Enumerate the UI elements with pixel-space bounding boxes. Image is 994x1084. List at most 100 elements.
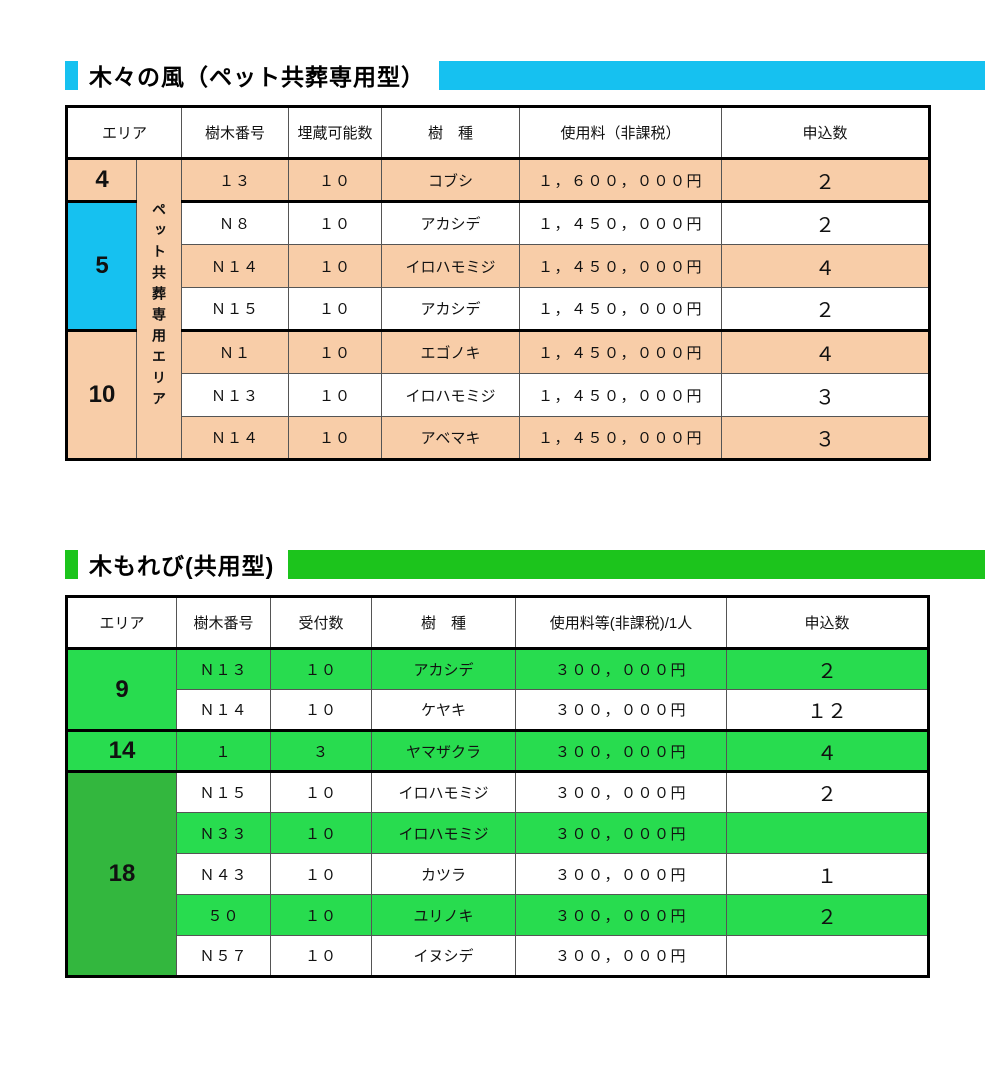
- header-area: エリア: [66, 106, 182, 160]
- cell-applications: ３: [721, 416, 930, 460]
- shared-type-table: エリア 樹木番号 受付数 樹 種 使用料等(非課税)/1人 申込数 9 Ｎ１３ …: [65, 595, 930, 978]
- cell-reception: １０: [270, 770, 372, 813]
- cell-tree-number: １３: [181, 158, 289, 202]
- cell-tree-number: Ｎ４３: [176, 853, 271, 895]
- header-tree-number: 樹木番号: [181, 106, 289, 160]
- cell-applications: ４: [721, 244, 930, 288]
- cell-capacity: １０: [288, 158, 382, 202]
- cell-area: 10: [66, 329, 137, 460]
- cell-reception: ３: [270, 729, 372, 772]
- cell-tree-number: Ｎ１５: [181, 287, 289, 331]
- header-area: エリア: [66, 596, 177, 650]
- cell-fee: １，６００，０００円: [519, 158, 722, 202]
- table-row: Ｎ５７ １０ イヌシデ ３００，０００円: [67, 935, 929, 977]
- cell-fee: １，４５０，０００円: [519, 200, 722, 245]
- table-row: Ｎ１４ １０ イロハモミジ １，４５０，０００円 ４: [67, 244, 930, 288]
- table-row: 4 ペット共葬専用エリア １３ １０ コブシ １，６００，０００円 ２: [66, 158, 930, 460]
- cell-capacity: １０: [288, 287, 382, 331]
- cell-species: イロハモミジ: [371, 770, 516, 813]
- cell-species: アカシデ: [371, 648, 516, 690]
- cell-tree-number: Ｎ３３: [176, 812, 271, 854]
- cell-area: 4: [66, 158, 137, 202]
- cell-species: イヌシデ: [371, 935, 516, 977]
- cell-applications: ２: [721, 158, 930, 202]
- table-row: ５０ １０ ユリノキ ３００，０００円 ２: [67, 894, 929, 936]
- cell-species: アベマキ: [381, 416, 520, 460]
- cell-fee: １，４５０，０００円: [519, 373, 722, 417]
- cyan-accent-bar: [439, 60, 985, 90]
- cell-area: 9: [66, 648, 177, 731]
- cell-tree-number: １: [176, 729, 271, 772]
- table-row: Ｎ３３ １０ イロハモミジ ３００，０００円: [67, 812, 929, 854]
- cell-tree-number: Ｎ１４: [181, 244, 289, 288]
- cell-tree-number: Ｎ１３: [181, 373, 289, 417]
- section1-title-row: 木々の風（ペット共葬専用型）: [65, 60, 985, 90]
- cell-species: エゴノキ: [381, 329, 520, 374]
- table-row: Ｎ１４ １０ ケヤキ ３００，０００円 １２: [67, 689, 929, 731]
- section2-title: 木もれび(共用型): [89, 553, 275, 579]
- cell-fee: ３００，０００円: [515, 894, 727, 936]
- cell-fee: ３００，０００円: [515, 935, 727, 977]
- cell-tree-number: Ｎ１４: [181, 416, 289, 460]
- cell-fee: ３００，０００円: [515, 853, 727, 895]
- cell-fee: ３００，０００円: [515, 729, 727, 772]
- cell-applications: ２: [726, 648, 929, 690]
- cell-reception: １０: [270, 853, 372, 895]
- cell-applications: ４: [726, 729, 929, 772]
- header-species: 樹 種: [381, 106, 520, 160]
- header-species: 樹 種: [371, 596, 516, 650]
- cell-species: イロハモミジ: [381, 373, 520, 417]
- cell-area: 5: [66, 200, 137, 331]
- cell-tree-number: Ｎ１４: [176, 689, 271, 731]
- section2-title-row: 木もれび(共用型): [65, 549, 985, 579]
- cell-species: アカシデ: [381, 200, 520, 245]
- green-accent-square: [65, 549, 78, 579]
- cell-fee: １，４５０，０００円: [519, 244, 722, 288]
- cell-tree-number: ５０: [176, 894, 271, 936]
- cell-capacity: １０: [288, 200, 382, 245]
- cell-applications: ２: [726, 770, 929, 813]
- pet-burial-table: エリア 樹木番号 埋蔵可能数 樹 種 使用料（非課税） 申込数 4 ペット共葬専…: [65, 105, 931, 461]
- cell-reception: １０: [270, 689, 372, 731]
- cell-applications: ２: [721, 200, 930, 245]
- cell-capacity: １０: [288, 416, 382, 460]
- cell-fee: ３００，０００円: [515, 770, 727, 813]
- header-applications: 申込数: [726, 596, 929, 650]
- table-row: 18 Ｎ１５ １０ イロハモミジ ３００，０００円 ２: [66, 770, 929, 977]
- cell-applications: [726, 812, 929, 854]
- cell-applications: １２: [726, 689, 929, 731]
- cell-fee: ３００，０００円: [515, 689, 727, 731]
- cell-species: イロハモミジ: [381, 244, 520, 288]
- cell-area: 18: [66, 770, 177, 977]
- header-tree-number: 樹木番号: [176, 596, 271, 650]
- cell-applications: ２: [721, 287, 930, 331]
- table-row: Ｎ１５ １０ アカシデ １，４５０，０００円 ２: [67, 287, 930, 331]
- cell-applications: １: [726, 853, 929, 895]
- table-row: 10 Ｎ１ １０ エゴノキ １，４５０，０００円 ４: [66, 329, 930, 460]
- cell-capacity: １０: [288, 373, 382, 417]
- cell-reception: １０: [270, 935, 372, 977]
- cell-species: カツラ: [371, 853, 516, 895]
- cell-species: ヤマザクラ: [371, 729, 516, 772]
- table-row: Ｎ１３ １０ イロハモミジ １，４５０，０００円 ３: [67, 373, 930, 417]
- table-row: 14 １ ３ ヤマザクラ ３００，０００円 ４: [66, 729, 929, 772]
- cell-species: ケヤキ: [371, 689, 516, 731]
- cell-tree-number: Ｎ８: [181, 200, 289, 245]
- cell-capacity: １０: [288, 244, 382, 288]
- cell-species: イロハモミジ: [371, 812, 516, 854]
- cell-reception: １０: [270, 648, 372, 690]
- cell-fee: １，４５０，０００円: [519, 329, 722, 374]
- header-burial-capacity: 埋蔵可能数: [288, 106, 382, 160]
- header-reception-count: 受付数: [270, 596, 372, 650]
- cell-tree-number: Ｎ５７: [176, 935, 271, 977]
- pet-area-vertical-label-cell: ペット共葬専用エリア: [136, 158, 182, 460]
- cell-tree-number: Ｎ１５: [176, 770, 271, 813]
- cell-applications: ３: [721, 373, 930, 417]
- green-accent-bar: [288, 549, 985, 579]
- header-applications: 申込数: [721, 106, 930, 160]
- cell-fee: ３００，０００円: [515, 812, 727, 854]
- cell-tree-number: Ｎ１: [181, 329, 289, 374]
- cell-species: コブシ: [381, 158, 520, 202]
- cyan-accent-square: [65, 60, 78, 90]
- table-row: 9 Ｎ１３ １０ アカシデ ３００，０００円 ２: [66, 648, 929, 731]
